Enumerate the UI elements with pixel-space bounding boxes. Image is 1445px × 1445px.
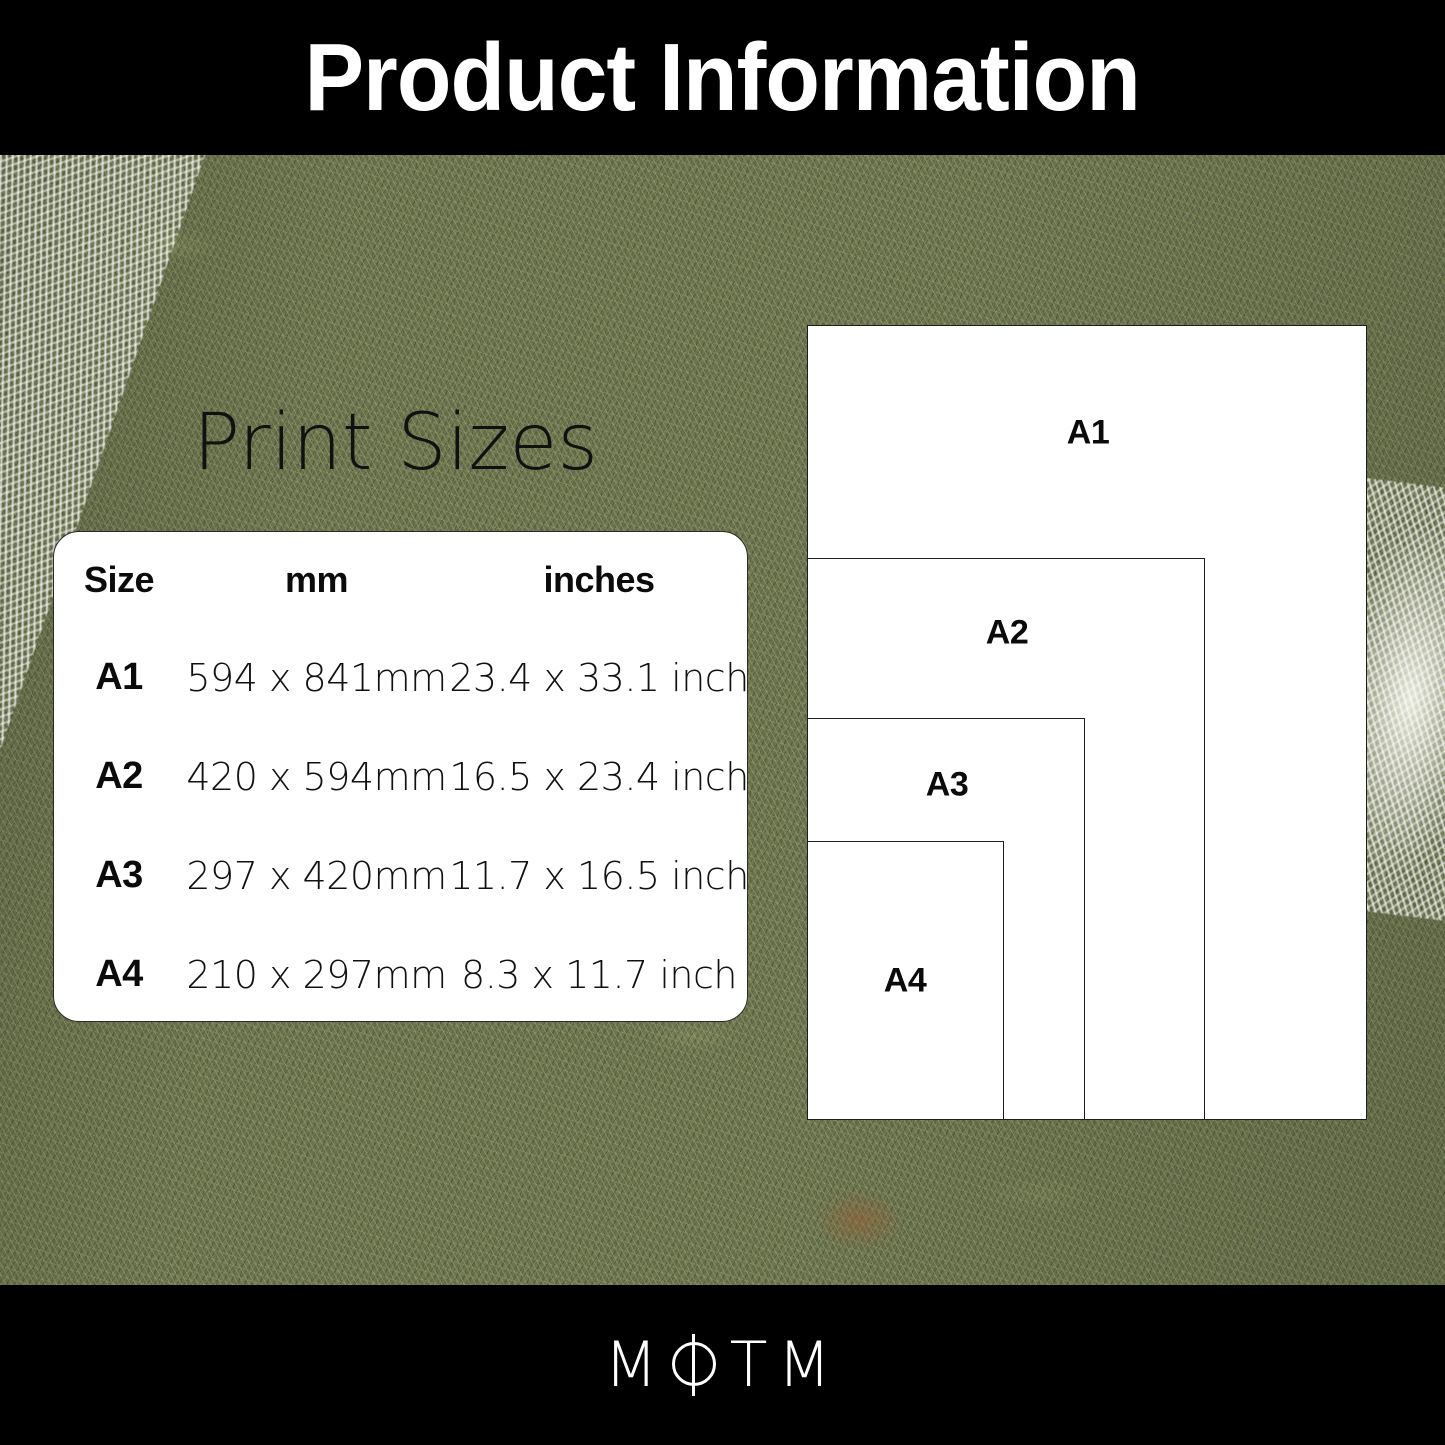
brand-logo: M T M [604, 1334, 841, 1396]
cell-inches: 11.7 x 16.5 inch [449, 853, 749, 898]
paper-label-a4: A4 [883, 961, 927, 1000]
dirt-patch [800, 1175, 920, 1265]
cell-size: A2 [95, 755, 143, 797]
paper-label-a2: A2 [985, 613, 1029, 652]
table-row: A4 210 x 297mm 8.3 x 11.7 inch [54, 925, 749, 1024]
paper-rect-a4 [807, 841, 1004, 1120]
paper-label-a3: A3 [925, 765, 969, 804]
table-row: A3 297 x 420mm 11.7 x 16.5 inch [54, 826, 749, 925]
table-row: A2 420 x 594mm 16.5 x 23.4 inch [54, 727, 749, 826]
cell-inches: 23.4 x 33.1 inch [449, 655, 749, 700]
cell-mm: 594 x 841mm [186, 655, 447, 700]
cell-inches: 16.5 x 23.4 inch [449, 754, 749, 799]
footer-bar: M T M [0, 1285, 1445, 1445]
cell-inches: 8.3 x 11.7 inch [461, 952, 737, 997]
size-table: Size mm inches A1 594 x 841mm 23.4 x 33.… [54, 532, 749, 1024]
paper-label-a1: A1 [1066, 413, 1110, 452]
cell-size: A3 [95, 854, 143, 896]
column-header-inches: inches [543, 559, 655, 600]
column-header-size: Size [83, 559, 155, 600]
cell-mm: 297 x 420mm [186, 853, 447, 898]
cell-size: A4 [95, 953, 143, 995]
page-title: Product Information [304, 23, 1141, 131]
size-table-card: Size mm inches A1 594 x 841mm 23.4 x 33.… [53, 531, 749, 1024]
brand-letter-m-last: M [777, 1328, 841, 1401]
print-sizes-heading: Print Sizes [193, 398, 598, 488]
brand-letter-m-first: M [604, 1328, 668, 1401]
phi-stem [691, 1334, 695, 1396]
column-header-mm: mm [284, 559, 349, 600]
brand-letter-t: T [729, 1328, 778, 1401]
table-row: A1 594 x 841mm 23.4 x 33.1 inch [54, 628, 749, 727]
header-bar: Product Information [0, 0, 1445, 155]
cell-mm: 210 x 297mm [186, 952, 447, 997]
phi-circle-icon [668, 1334, 724, 1396]
table-header-row: Size mm inches [54, 532, 749, 628]
cell-mm: 420 x 594mm [186, 754, 447, 799]
cell-size: A1 [95, 656, 143, 698]
